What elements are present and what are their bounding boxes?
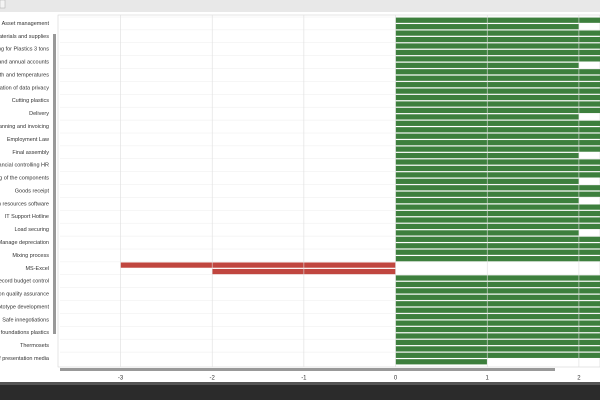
bar: [395, 36, 600, 43]
bar: [395, 88, 600, 94]
y-tick-label: ecord budget control: [0, 279, 49, 285]
h-scrollbar[interactable]: [60, 368, 555, 371]
tab: [0, 0, 6, 9]
y-tick-label: Final assembly: [12, 150, 49, 156]
bar: [395, 275, 600, 281]
bar: [395, 236, 600, 242]
y-tick-label: aterials and supplies: [0, 34, 49, 40]
bar: [395, 326, 600, 333]
y-tick-label: Manage depreciation: [0, 240, 49, 246]
bar: [395, 159, 600, 165]
taskbar-edge: [0, 382, 600, 385]
bar: [395, 82, 600, 88]
bar: [395, 69, 600, 75]
y-tick-label: Employment Law: [7, 137, 49, 143]
bar: [395, 301, 600, 307]
bar: [395, 314, 600, 320]
v-scrollbar[interactable]: [53, 34, 56, 334]
y-tick-label: ototype development: [0, 304, 49, 310]
y-tick-label: l foundations plastics: [0, 330, 49, 336]
top-bar: [0, 0, 600, 12]
y-tick-label: Cutting plastics: [12, 98, 50, 104]
bar: [395, 249, 600, 255]
y-tick-label: of presentation media: [0, 356, 50, 362]
y-tick-label: ion quality assurance: [0, 292, 49, 298]
bar: [395, 339, 600, 346]
y-tick-label: cation of data privacy: [0, 85, 49, 91]
bar: [395, 127, 600, 133]
bar: [395, 307, 600, 313]
y-tick-label: Goods receipt: [15, 188, 50, 194]
bar: [395, 107, 600, 114]
bar: [395, 191, 600, 197]
y-tick-label: g of the components: [0, 176, 49, 182]
bar: [395, 288, 600, 294]
bar: [395, 346, 600, 352]
bar: [395, 165, 600, 172]
bar: [395, 294, 600, 300]
x-tick-label: -2: [210, 376, 216, 382]
bar: [395, 185, 600, 191]
x-tick-label: -1: [301, 376, 307, 382]
bar: [395, 30, 600, 36]
y-tick-label: Asset management: [2, 21, 50, 27]
bar: [395, 320, 600, 326]
y-tick-label: Mixing process: [12, 253, 49, 259]
y-tick-label: Load securing: [14, 227, 49, 233]
y-tick-label: MS-Excel: [25, 266, 49, 272]
bar: [395, 333, 600, 339]
bar: [395, 281, 600, 288]
bar: [395, 56, 600, 62]
bar: [395, 146, 600, 152]
bar: [395, 120, 600, 126]
y-tick-label: gth and temperatures: [0, 72, 49, 78]
y-tick-label: Thermosets: [20, 343, 49, 349]
y-tick-label: Delivery: [29, 111, 49, 117]
bar: [395, 140, 600, 146]
bar: [395, 223, 600, 230]
bar: [395, 49, 600, 56]
bar: [395, 359, 488, 365]
x-tick-label: 2: [577, 376, 581, 382]
x-tick-label: 1: [486, 376, 490, 382]
bar: [395, 204, 600, 210]
y-tick-label: ancial controlling HR: [0, 163, 49, 169]
bar: [395, 256, 600, 262]
y-tick-label: IT Support Hotline: [5, 214, 49, 220]
bar: [120, 262, 396, 268]
bar: [395, 75, 600, 81]
y-tick-label: n resources software: [0, 201, 49, 207]
y-tick-label: Safe innegotiations: [2, 317, 49, 323]
bar: [395, 17, 600, 23]
bar: [395, 94, 600, 101]
bar: [395, 352, 600, 358]
bar: [395, 43, 600, 49]
x-tick-label: 0: [394, 376, 398, 382]
bar: [395, 172, 600, 178]
bar: [395, 217, 600, 223]
bar: [395, 101, 600, 107]
taskbar: [0, 384, 600, 400]
y-tick-label: and annual accounts: [0, 60, 49, 66]
bar: [395, 133, 600, 139]
bar: [395, 243, 600, 249]
y-tick-label: anning and invoicing: [0, 124, 49, 130]
x-tick-label: -3: [118, 376, 124, 382]
y-tick-label: ing for Plastics 3 tons: [0, 47, 49, 53]
bar: [395, 210, 600, 217]
